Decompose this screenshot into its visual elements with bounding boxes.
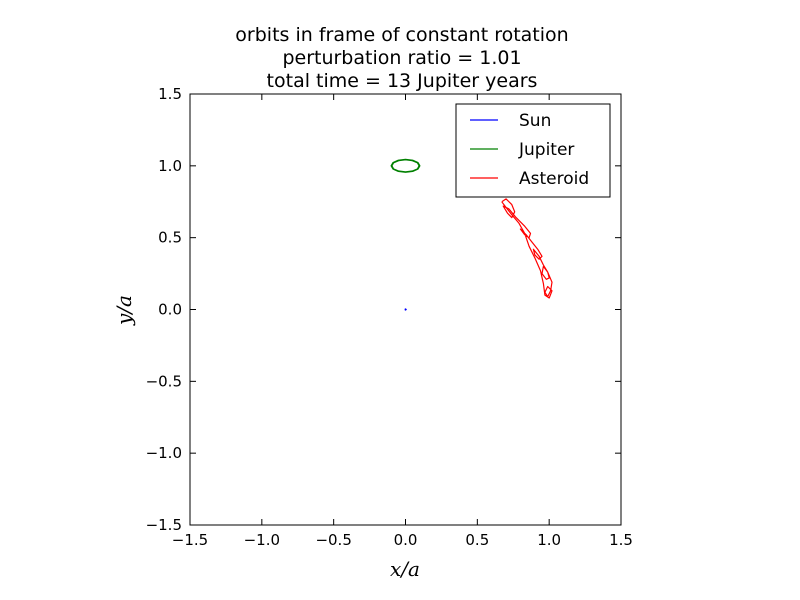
title-line-3: total time = 13 Jupiter years	[267, 70, 538, 92]
legend: Sun Jupiter Asteroid	[455, 103, 611, 198]
x-tick-label: −1.5	[172, 531, 208, 549]
x-tick-label: 0.0	[394, 531, 418, 549]
y-tick-label: −0.5	[146, 372, 182, 390]
tick-layer: −1.5 −1.0 −0.5 0.0 0.5 1.0 1.5 −1.5 −1.0 −0.5 0.0 0…	[146, 85, 633, 549]
legend-label-jupiter: Jupiter	[518, 140, 574, 160]
series-line-jupiter	[390, 158, 421, 173]
legend-label-asteroid: Asteroid	[519, 169, 589, 189]
title-line-2: perturbation ratio = 1.01	[282, 47, 521, 69]
title-line-1: orbits in frame of constant rotation	[235, 24, 568, 46]
chart-title: orbits in frame of constant rotation per…	[235, 24, 568, 92]
legend-entries: Sun Jupiter Asteroid	[470, 111, 589, 189]
x-axis-label: x/a	[390, 557, 420, 581]
y-tick-label: 1.0	[158, 157, 182, 175]
x-tick-label: −1.0	[244, 531, 280, 549]
y-axis-label: y/a	[112, 295, 136, 326]
x-tick-label: −0.5	[315, 531, 351, 549]
x-tick-label: 1.0	[537, 531, 561, 549]
series-line-asteroid	[501, 198, 553, 299]
x-tick-label: 1.5	[609, 531, 633, 549]
series-layer	[390, 158, 553, 311]
y-tick-label: 0.5	[158, 229, 182, 247]
series-line-sun	[404, 308, 407, 311]
legend-label-sun: Sun	[519, 111, 551, 131]
y-tick-label: 0.0	[158, 301, 182, 319]
y-tick-label: −1.0	[146, 444, 182, 462]
x-tick-label: 0.5	[465, 531, 489, 549]
plot-frame	[189, 93, 622, 526]
y-tick-label: 1.5	[158, 85, 182, 103]
y-tick-label: −1.5	[146, 516, 182, 534]
